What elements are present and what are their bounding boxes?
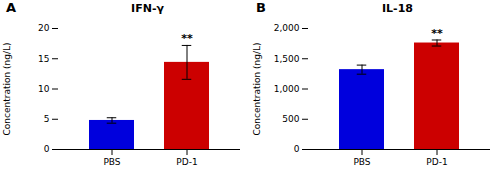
svg-text:0: 0: [44, 144, 50, 154]
svg-text:10: 10: [38, 84, 50, 94]
html-text:B: B: [256, 0, 266, 15]
svg-text:PBS: PBS: [353, 157, 370, 167]
svg-text:**: **: [181, 32, 193, 45]
svg-text:PD-1: PD-1: [426, 157, 447, 167]
html-text:IL-18: IL-18: [382, 2, 413, 15]
html-text:IFN-γ: IFN-γ: [131, 2, 164, 15]
svg-text:500: 500: [282, 114, 299, 124]
svg-text:**: **: [431, 27, 443, 40]
html-text:A: A: [6, 0, 17, 15]
svg-text:15: 15: [38, 54, 49, 64]
svg-text:Concentration (ng/L): Concentration (ng/L): [2, 42, 12, 135]
svg-text:PBS: PBS: [103, 157, 120, 167]
svg-text:PD-1: PD-1: [176, 157, 197, 167]
svg-text:Concentration (ng/L): Concentration (ng/L): [252, 42, 262, 135]
svg-text:20: 20: [38, 23, 50, 33]
svg-text:1,000: 1,000: [274, 84, 300, 94]
svg-text:5: 5: [44, 114, 50, 124]
svg-text:2,000: 2,000: [274, 23, 300, 33]
svg-text:0: 0: [294, 144, 300, 154]
svg-text:1,500: 1,500: [274, 54, 300, 64]
